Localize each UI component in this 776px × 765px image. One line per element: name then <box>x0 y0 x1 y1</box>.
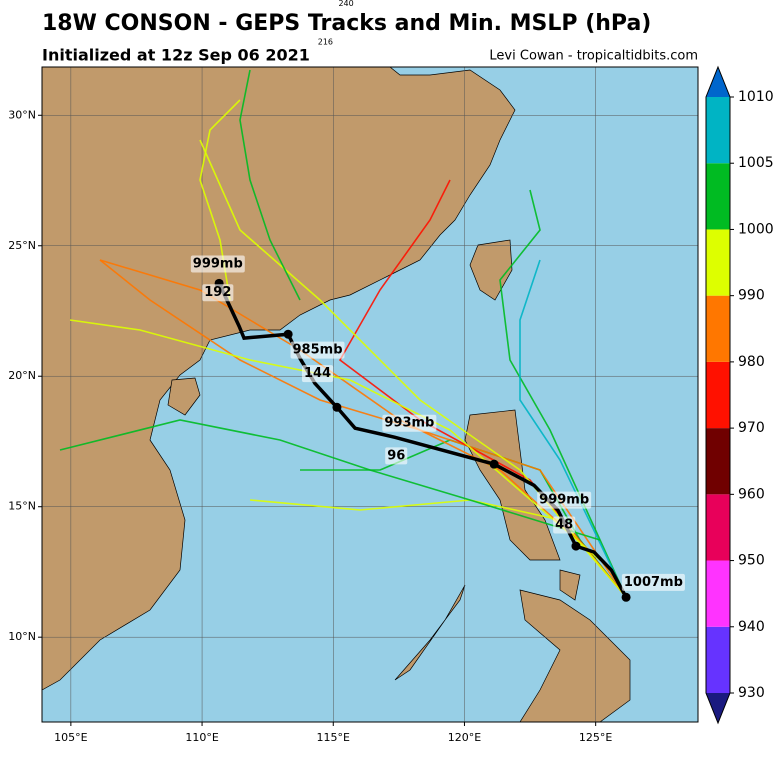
y-tick-label: 15°N <box>8 500 36 513</box>
y-tick-label: 30°N <box>8 108 36 121</box>
annotation: 993mb <box>384 416 434 431</box>
colorbar-segment <box>706 229 730 296</box>
track-point <box>283 329 293 339</box>
colorbar-label: 1005 <box>738 155 774 171</box>
annotation: 192 <box>204 285 231 300</box>
annotation-box <box>202 284 234 302</box>
annotation-box <box>553 516 576 534</box>
map-frame <box>41 66 699 723</box>
chart-title: 18W CONSON - GEPS Tracks and Min. MSLP (… <box>42 11 651 36</box>
annotation-box <box>621 573 685 591</box>
annotation-box <box>190 255 245 273</box>
annotation: 96 <box>387 448 405 463</box>
annotation: 240 <box>338 0 353 8</box>
track-point <box>332 402 342 412</box>
y-tick-label: 20°N <box>8 369 36 382</box>
chart-subtitle: Initialized at 12z Sep 06 2021 <box>42 46 310 65</box>
annotation-box <box>382 414 437 432</box>
track-point <box>571 541 581 551</box>
x-tick-label: 120°E <box>448 731 481 744</box>
credit: Levi Cowan - tropicaltidbits.com <box>489 49 698 64</box>
colorbar-under <box>706 693 730 723</box>
colorbar-segment <box>706 361 730 429</box>
annotation: 48 <box>555 517 573 532</box>
x-tick-label: 105°E <box>54 731 87 744</box>
annotation-box <box>301 365 334 383</box>
mean-track <box>217 282 628 599</box>
colorbar-over <box>706 67 730 97</box>
colorbar-segment <box>706 295 730 362</box>
annotation: 144 <box>304 366 331 381</box>
colorbar-label: 1000 <box>738 221 774 237</box>
colorbar-segment <box>706 494 730 561</box>
annotation: 985mb <box>293 343 343 358</box>
x-tick-label: 110°E <box>185 731 218 744</box>
grid <box>42 67 698 722</box>
colorbar-label: 930 <box>738 685 765 701</box>
colorbar-label: 970 <box>738 420 765 436</box>
annotation: 999mb <box>539 493 589 508</box>
colorbar-segment <box>706 560 730 627</box>
colorbar-segment <box>706 626 730 693</box>
map <box>42 67 698 722</box>
annotation-box <box>290 341 345 359</box>
y-tick-label: 10°N <box>8 630 36 643</box>
colorbar: 930 940 950 960 970 980 990 1000 1005 1010 <box>705 65 774 725</box>
x-tick-label: 125°E <box>579 731 612 744</box>
colorbar-label: 990 <box>738 288 765 304</box>
colorbar-segment <box>706 428 730 495</box>
colorbar-label: 940 <box>738 619 765 635</box>
colorbar-label: 980 <box>738 354 765 370</box>
y-tick-label: 25°N <box>8 239 36 252</box>
ensemble-tracks <box>59 69 627 598</box>
colorbar-label: 950 <box>738 553 765 569</box>
annotation-box <box>385 447 408 465</box>
annotation-box <box>537 491 592 509</box>
annotation: 999mb <box>193 257 243 272</box>
colorbar-label: 1010 <box>738 89 774 105</box>
track-point <box>489 459 499 469</box>
annotation: 1007mb <box>624 575 683 590</box>
track-point <box>621 592 631 602</box>
x-tick-label: 115°E <box>317 731 350 744</box>
annotation: 216 <box>318 38 333 47</box>
colorbar-segment <box>706 97 730 164</box>
colorbar-label: 960 <box>738 486 765 502</box>
colorbar-segment <box>706 163 730 230</box>
